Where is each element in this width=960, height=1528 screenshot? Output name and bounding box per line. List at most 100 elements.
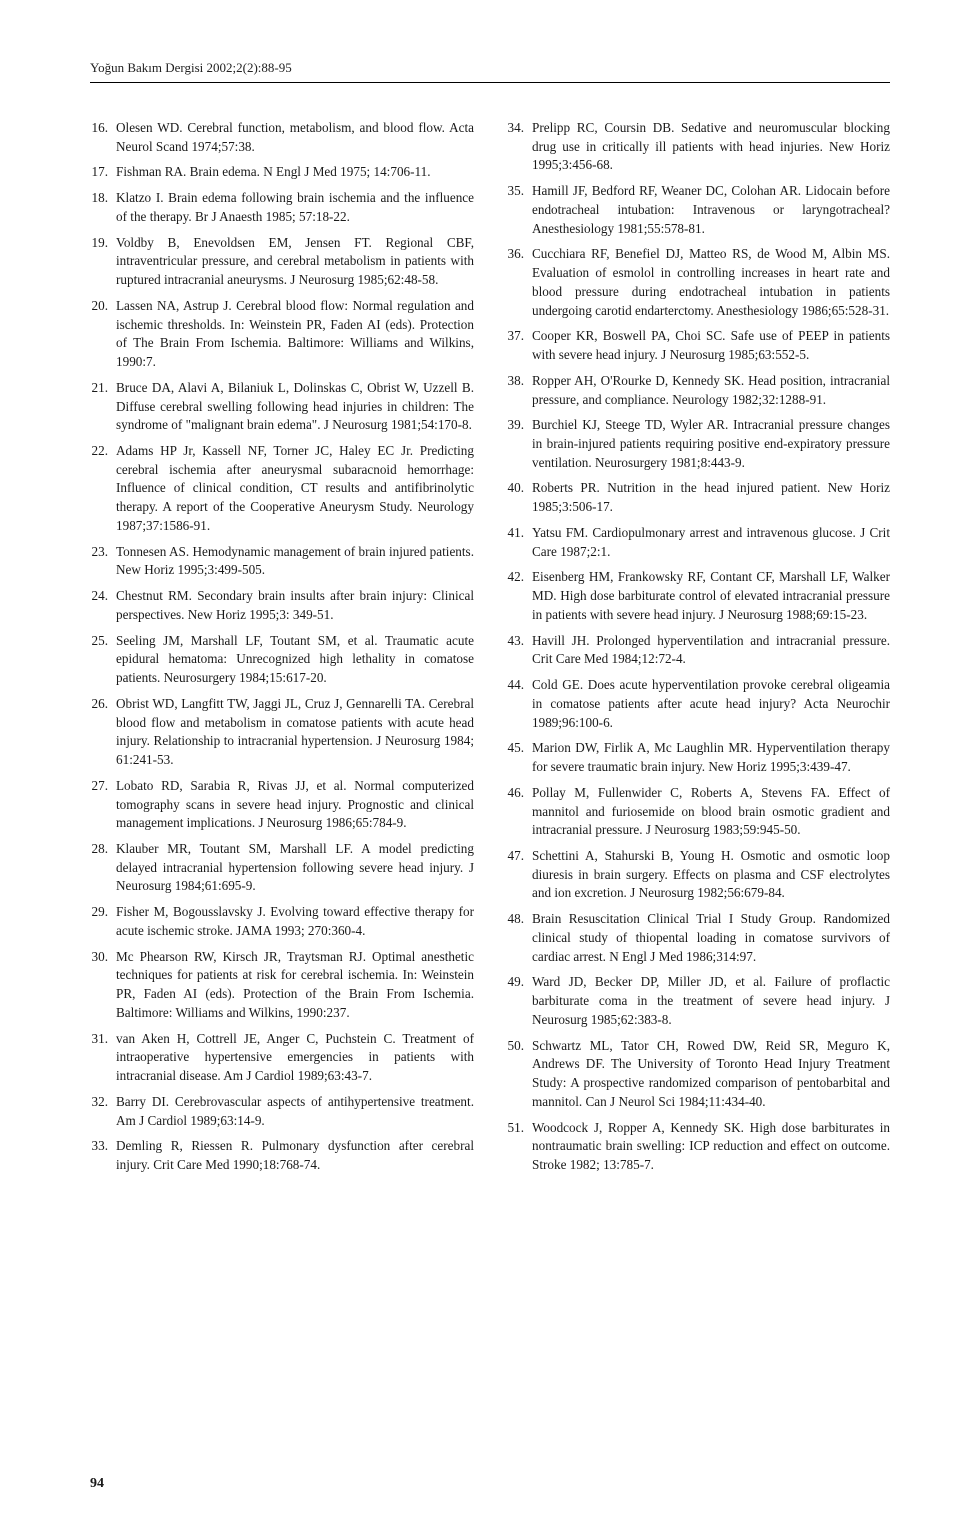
right-column: 34.Prelipp RC, Coursin DB. Sedative and …	[506, 119, 890, 1182]
reference-number: 50.	[506, 1037, 532, 1112]
reference-number: 32.	[90, 1093, 116, 1130]
reference-item: 35.Hamill JF, Bedford RF, Weaner DC, Col…	[506, 182, 890, 238]
reference-text: Havill JH. Prolonged hyperventilation an…	[532, 632, 890, 669]
reference-text: Klauber MR, Toutant SM, Marshall LF. A m…	[116, 840, 474, 896]
reference-columns: 16.Olesen WD. Cerebral function, metabol…	[90, 119, 890, 1182]
reference-text: Ropper AH, O'Rourke D, Kennedy SK. Head …	[532, 372, 890, 409]
reference-number: 42.	[506, 568, 532, 624]
reference-number: 40.	[506, 479, 532, 516]
reference-item: 16.Olesen WD. Cerebral function, metabol…	[90, 119, 474, 156]
reference-number: 47.	[506, 847, 532, 903]
reference-item: 51.Woodcock J, Ropper A, Kennedy SK. Hig…	[506, 1119, 890, 1175]
reference-item: 43.Havill JH. Prolonged hyperventilation…	[506, 632, 890, 669]
reference-number: 39.	[506, 416, 532, 472]
reference-number: 36.	[506, 245, 532, 320]
reference-number: 21.	[90, 379, 116, 435]
reference-text: Schwartz ML, Tator CH, Rowed DW, Reid SR…	[532, 1037, 890, 1112]
reference-item: 23.Tonnesen AS. Hemodynamic management o…	[90, 543, 474, 580]
reference-text: Cold GE. Does acute hyperventilation pro…	[532, 676, 890, 732]
reference-text: Olesen WD. Cerebral function, metabolism…	[116, 119, 474, 156]
reference-text: Eisenberg HM, Frankowsky RF, Contant CF,…	[532, 568, 890, 624]
reference-number: 34.	[506, 119, 532, 175]
reference-item: 36.Cucchiara RF, Benefiel DJ, Matteo RS,…	[506, 245, 890, 320]
reference-text: Woodcock J, Ropper A, Kennedy SK. High d…	[532, 1119, 890, 1175]
page-number: 94	[90, 1476, 104, 1492]
reference-text: Demling R, Riessen R. Pulmonary dysfunct…	[116, 1137, 474, 1174]
reference-item: 21.Bruce DA, Alavi A, Bilaniuk L, Dolins…	[90, 379, 474, 435]
reference-number: 25.	[90, 632, 116, 688]
reference-item: 20.Lassen NA, Astrup J. Cerebral blood f…	[90, 297, 474, 372]
reference-item: 47.Schettini A, Stahurski B, Young H. Os…	[506, 847, 890, 903]
reference-number: 23.	[90, 543, 116, 580]
reference-text: Cucchiara RF, Benefiel DJ, Matteo RS, de…	[532, 245, 890, 320]
reference-text: Bruce DA, Alavi A, Bilaniuk L, Dolinskas…	[116, 379, 474, 435]
reference-text: Tonnesen AS. Hemodynamic management of b…	[116, 543, 474, 580]
reference-number: 20.	[90, 297, 116, 372]
reference-text: Cooper KR, Boswell PA, Choi SC. Safe use…	[532, 327, 890, 364]
reference-text: Adams HP Jr, Kassell NF, Torner JC, Hale…	[116, 442, 474, 536]
reference-number: 17.	[90, 163, 116, 182]
reference-text: Mc Phearson RW, Kirsch JR, Traytsman RJ.…	[116, 948, 474, 1023]
reference-number: 30.	[90, 948, 116, 1023]
reference-item: 46.Pollay M, Fullenwider C, Roberts A, S…	[506, 784, 890, 840]
reference-text: Brain Resuscitation Clinical Trial I Stu…	[532, 910, 890, 966]
reference-text: Yatsu FM. Cardiopulmonary arrest and int…	[532, 524, 890, 561]
reference-item: 44.Cold GE. Does acute hyperventilation …	[506, 676, 890, 732]
reference-item: 22.Adams HP Jr, Kassell NF, Torner JC, H…	[90, 442, 474, 536]
reference-item: 17.Fishman RA. Brain edema. N Engl J Med…	[90, 163, 474, 182]
reference-text: Lassen NA, Astrup J. Cerebral blood flow…	[116, 297, 474, 372]
reference-text: Obrist WD, Langfitt TW, Jaggi JL, Cruz J…	[116, 695, 474, 770]
reference-item: 29.Fisher M, Bogousslavsky J. Evolving t…	[90, 903, 474, 940]
reference-text: Voldby B, Enevoldsen EM, Jensen FT. Regi…	[116, 234, 474, 290]
reference-number: 26.	[90, 695, 116, 770]
reference-text: Pollay M, Fullenwider C, Roberts A, Stev…	[532, 784, 890, 840]
reference-item: 34.Prelipp RC, Coursin DB. Sedative and …	[506, 119, 890, 175]
reference-text: Barry DI. Cerebrovascular aspects of ant…	[116, 1093, 474, 1130]
reference-number: 44.	[506, 676, 532, 732]
reference-number: 31.	[90, 1030, 116, 1086]
header-rule	[90, 82, 890, 83]
reference-item: 26.Obrist WD, Langfitt TW, Jaggi JL, Cru…	[90, 695, 474, 770]
reference-item: 45.Marion DW, Firlik A, Mc Laughlin MR. …	[506, 739, 890, 776]
reference-text: Lobato RD, Sarabia R, Rivas JJ, et al. N…	[116, 777, 474, 833]
reference-number: 46.	[506, 784, 532, 840]
reference-text: van Aken H, Cottrell JE, Anger C, Puchst…	[116, 1030, 474, 1086]
reference-text: Chestnut RM. Secondary brain insults aft…	[116, 587, 474, 624]
reference-item: 18.Klatzo I. Brain edema following brain…	[90, 189, 474, 226]
reference-item: 24.Chestnut RM. Secondary brain insults …	[90, 587, 474, 624]
reference-number: 41.	[506, 524, 532, 561]
running-head: Yoğun Bakım Dergisi 2002;2(2):88-95	[90, 60, 890, 76]
left-column: 16.Olesen WD. Cerebral function, metabol…	[90, 119, 474, 1182]
reference-number: 24.	[90, 587, 116, 624]
reference-text: Burchiel KJ, Steege TD, Wyler AR. Intrac…	[532, 416, 890, 472]
reference-text: Seeling JM, Marshall LF, Toutant SM, et …	[116, 632, 474, 688]
reference-text: Prelipp RC, Coursin DB. Sedative and neu…	[532, 119, 890, 175]
reference-item: 31.van Aken H, Cottrell JE, Anger C, Puc…	[90, 1030, 474, 1086]
reference-number: 51.	[506, 1119, 532, 1175]
reference-number: 19.	[90, 234, 116, 290]
reference-number: 38.	[506, 372, 532, 409]
reference-item: 28.Klauber MR, Toutant SM, Marshall LF. …	[90, 840, 474, 896]
reference-item: 25.Seeling JM, Marshall LF, Toutant SM, …	[90, 632, 474, 688]
reference-item: 27.Lobato RD, Sarabia R, Rivas JJ, et al…	[90, 777, 474, 833]
reference-number: 35.	[506, 182, 532, 238]
reference-number: 16.	[90, 119, 116, 156]
reference-item: 42.Eisenberg HM, Frankowsky RF, Contant …	[506, 568, 890, 624]
reference-item: 30.Mc Phearson RW, Kirsch JR, Traytsman …	[90, 948, 474, 1023]
reference-item: 37.Cooper KR, Boswell PA, Choi SC. Safe …	[506, 327, 890, 364]
reference-number: 45.	[506, 739, 532, 776]
reference-item: 39.Burchiel KJ, Steege TD, Wyler AR. Int…	[506, 416, 890, 472]
reference-item: 41.Yatsu FM. Cardiopulmonary arrest and …	[506, 524, 890, 561]
reference-text: Roberts PR. Nutrition in the head injure…	[532, 479, 890, 516]
reference-number: 18.	[90, 189, 116, 226]
reference-number: 49.	[506, 973, 532, 1029]
reference-text: Fishman RA. Brain edema. N Engl J Med 19…	[116, 163, 474, 182]
reference-text: Klatzo I. Brain edema following brain is…	[116, 189, 474, 226]
reference-number: 43.	[506, 632, 532, 669]
reference-item: 40.Roberts PR. Nutrition in the head inj…	[506, 479, 890, 516]
reference-text: Ward JD, Becker DP, Miller JD, et al. Fa…	[532, 973, 890, 1029]
reference-number: 27.	[90, 777, 116, 833]
reference-number: 33.	[90, 1137, 116, 1174]
reference-item: 50.Schwartz ML, Tator CH, Rowed DW, Reid…	[506, 1037, 890, 1112]
reference-item: 48.Brain Resuscitation Clinical Trial I …	[506, 910, 890, 966]
